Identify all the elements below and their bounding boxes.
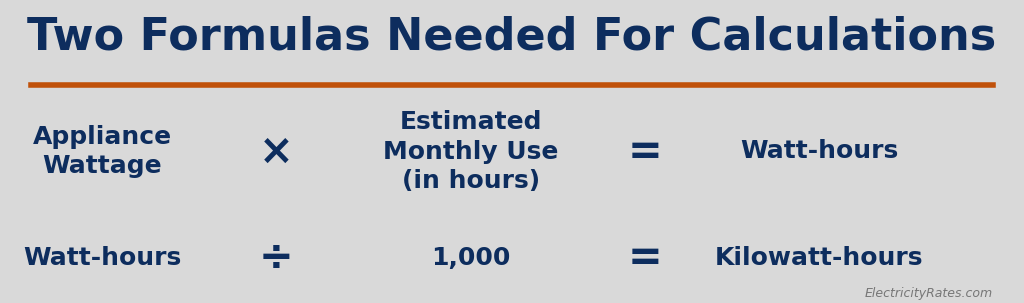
Text: Watt-hours: Watt-hours [24,245,181,270]
Text: Watt-hours: Watt-hours [740,139,898,164]
Text: 1,000: 1,000 [431,245,511,270]
Text: Appliance
Wattage: Appliance Wattage [33,125,172,178]
Text: Two Formulas Needed For Calculations: Two Formulas Needed For Calculations [28,15,996,58]
Text: Estimated
Monthly Use
(in hours): Estimated Monthly Use (in hours) [383,110,559,193]
Text: ×: × [259,131,294,172]
Text: ÷: ÷ [259,237,294,278]
Text: ElectricityRates.com: ElectricityRates.com [865,287,993,300]
Text: Kilowatt-hours: Kilowatt-hours [715,245,924,270]
Text: =: = [628,131,663,172]
Text: =: = [628,237,663,278]
